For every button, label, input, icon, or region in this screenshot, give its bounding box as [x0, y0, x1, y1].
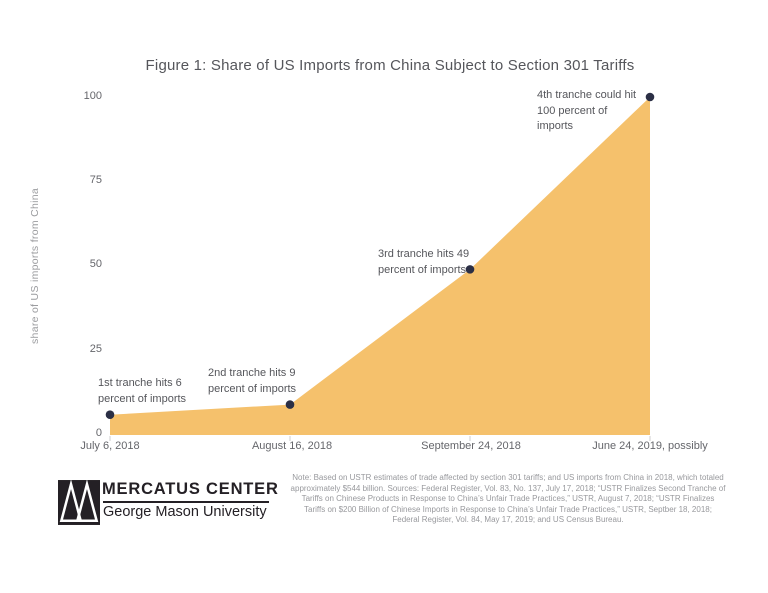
annotation-tranche-1: 1st tranche hits 6 percent of imports: [98, 376, 186, 407]
data-point: [645, 92, 655, 102]
data-point: [285, 400, 295, 409]
x-tick-label-aug16: August 16, 2018: [251, 440, 333, 452]
x-tick-label-jul6: July 6, 2018: [80, 440, 140, 452]
x-tick-label-sep24: September 24, 2018: [421, 440, 521, 452]
data-point: [105, 410, 115, 420]
annotation-line: imports: [537, 120, 574, 132]
y-axis-title: share of US imports from China: [29, 187, 41, 345]
annotation-line: percent of imports: [208, 382, 297, 395]
logo-org-name: MERCATUS CENTER: [102, 480, 279, 498]
annotation-line: 100 percent of: [537, 104, 608, 117]
logo-divider: [103, 501, 269, 503]
annotation-tranche-2: 2nd tranche hits 9 percent of imports: [208, 366, 296, 397]
annotation-line: 2nd tranche hits 9: [208, 367, 296, 379]
source-note: Note: Based on USTR estimates of trade a…: [290, 473, 726, 525]
annotation-line: 1st tranche hits 6: [98, 377, 182, 389]
x-tick-label-jun24: June 24, 2019, possibly: [592, 440, 708, 452]
annotation-tranche-3: 3rd tranche hits 49 percent of imports: [378, 247, 469, 278]
logo-university-name: George Mason University: [103, 504, 267, 520]
annotation-line: 3rd tranche hits 49: [378, 248, 470, 260]
y-tick-label-0: 0: [95, 427, 102, 439]
mercatus-bridge-logo-icon: [58, 480, 100, 525]
data-point: [465, 265, 475, 274]
chart-title: Figure 1: Share of US Imports from China…: [145, 57, 635, 74]
y-tick-label-25: 25: [89, 343, 102, 355]
annotation-tranche-4: 4th tranche could hit 100 percent of imp…: [537, 88, 636, 135]
annotation-line: percent of imports: [378, 263, 467, 276]
y-tick-label-50: 50: [89, 258, 102, 270]
annotation-line: percent of imports: [98, 392, 187, 405]
area-series: [110, 97, 650, 435]
y-tick-label-75: 75: [89, 174, 102, 186]
y-tick-label-100: 100: [83, 90, 102, 102]
annotation-line: 4th tranche could hit: [537, 89, 637, 101]
